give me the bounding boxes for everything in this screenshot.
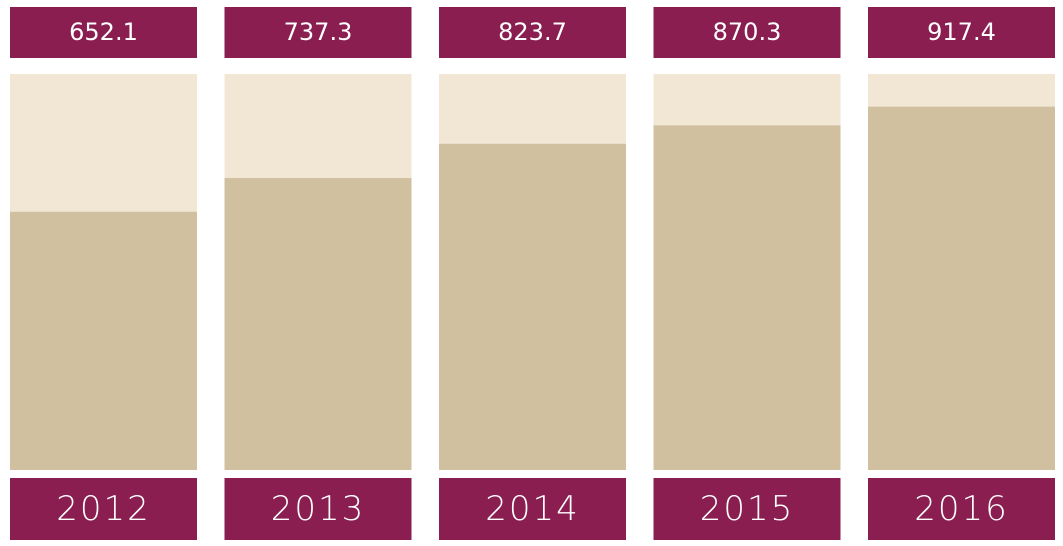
bar bbox=[439, 143, 626, 470]
category-box bbox=[224, 478, 412, 540]
bar bbox=[224, 178, 412, 470]
bar bbox=[10, 211, 197, 470]
category-box bbox=[653, 478, 841, 540]
value-label: 823.7 bbox=[498, 18, 567, 46]
category-label: 2012 bbox=[56, 489, 151, 529]
value-box bbox=[10, 7, 197, 58]
category-label: 2016 bbox=[914, 489, 1009, 529]
value-label: 870.3 bbox=[713, 18, 782, 46]
value-label: 917.4 bbox=[927, 18, 996, 46]
value-box bbox=[653, 7, 841, 58]
value-box bbox=[868, 7, 1055, 58]
value-label: 737.3 bbox=[284, 18, 353, 46]
category-box bbox=[439, 478, 626, 540]
category-box bbox=[10, 478, 197, 540]
value-label: 652.1 bbox=[69, 18, 138, 46]
category-label: 2013 bbox=[271, 489, 366, 529]
value-box bbox=[224, 7, 412, 58]
category-label: 2015 bbox=[700, 489, 795, 529]
category-label: 2014 bbox=[485, 489, 580, 529]
value-box bbox=[439, 7, 626, 58]
bar bbox=[868, 106, 1055, 471]
bar bbox=[653, 125, 841, 470]
category-box bbox=[868, 478, 1055, 540]
